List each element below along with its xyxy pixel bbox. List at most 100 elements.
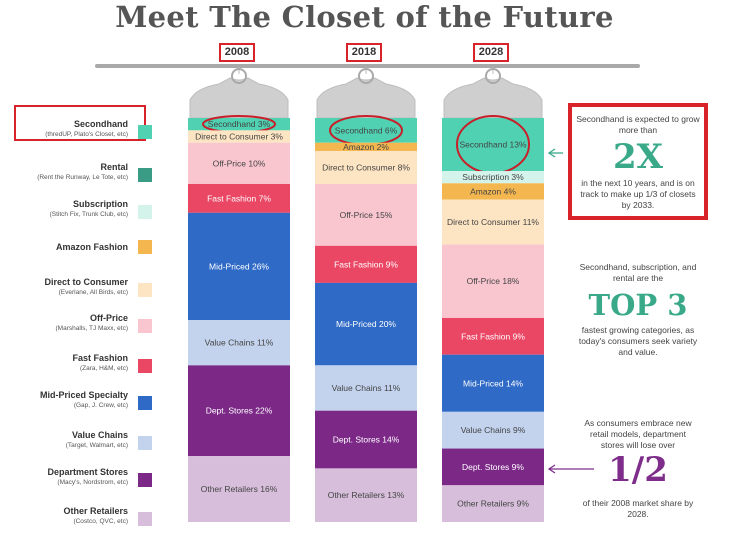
hanger-icon <box>316 67 416 119</box>
segment-label: Amazon 2% <box>343 142 389 152</box>
segment-label: Secondhand 3% <box>208 119 271 129</box>
segment-label: Direct to Consumer 8% <box>322 162 410 172</box>
legend-swatch <box>138 359 152 373</box>
bar-segment-dept <box>188 365 290 457</box>
legend-sub: (Everlane, All Birds, etc) <box>58 289 128 296</box>
legend-item-d2c: Direct to Consumer (Everlane, All Birds,… <box>14 277 159 307</box>
legend-label: Secondhand <box>73 119 128 129</box>
year-label-2028: 2028 <box>473 43 509 62</box>
segment-label: Off-Price 15% <box>340 210 393 220</box>
legend-highlight <box>14 105 146 141</box>
legend-sub: (Zara, H&M, etc) <box>79 365 128 372</box>
legend-label: Off-Price <box>89 313 128 323</box>
legend-item-rental: Rental (Rent the Runway, Le Tote, etc) <box>14 162 159 192</box>
legend-label: Rental <box>100 162 128 172</box>
legend-swatch <box>138 396 152 410</box>
legend-swatch <box>138 168 152 182</box>
hanger-hook-icon <box>485 68 501 84</box>
legend-label: Subscription <box>72 199 128 209</box>
legend-label: Direct to Consumer <box>44 277 128 287</box>
hanger-hook-icon <box>358 68 374 84</box>
legend-label: Mid-Priced Specialty <box>39 390 128 400</box>
legend-sub: (Gap, J. Crew, etc) <box>73 402 128 409</box>
legend-sub: (Marshalls, TJ Maxx, etc) <box>55 325 128 332</box>
legend-swatch <box>138 473 152 487</box>
year-label-2008: 2008 <box>219 43 255 62</box>
legend-item-secondhand: Secondhand (thredUP, Plato's Closet, etc… <box>14 119 159 149</box>
segment-label: Other Retailers 16% <box>201 484 278 494</box>
bar-segment-value <box>188 320 290 366</box>
bar-segment-offprice <box>315 183 417 246</box>
legend-item-subscription: Subscription (Stitch Fix, Trunk Club, et… <box>14 199 159 229</box>
bar-segment-secondhand <box>442 118 544 172</box>
legend-item-dept-stores: Department Stores (Macy's, Nordstrom, et… <box>14 467 159 497</box>
legend-sub: (Target, Walmart, etc) <box>65 442 128 449</box>
legend-label: Amazon Fashion <box>55 242 128 252</box>
segment-label: Other Retailers 13% <box>328 490 405 500</box>
legend-label: Fast Fashion <box>72 353 128 363</box>
callout-top3-post: fastest growing categories, as today's c… <box>578 325 698 357</box>
callout-secondhand-post: in the next 10 years, and is on track to… <box>580 178 696 210</box>
legend-swatch <box>138 283 152 297</box>
legend-sub: (Costco, QVC, etc) <box>73 518 128 525</box>
legend-swatch <box>138 319 152 333</box>
callout-top3-big: TOP 3 <box>588 288 688 322</box>
arrowhead-icon <box>547 464 556 474</box>
segment-label: Off-Price 18% <box>467 276 520 286</box>
segment-label: Value Chains 11% <box>205 338 274 348</box>
callout-secondhand-big: 2X <box>612 137 664 177</box>
bar-segment-dept <box>315 410 417 469</box>
bar-segment-fast <box>442 317 544 355</box>
segment-label: Secondhand 6% <box>335 125 398 135</box>
bar-segment-fast <box>315 245 417 283</box>
hanger-icon <box>443 67 543 119</box>
bar-segment-secondhand <box>315 118 417 143</box>
page-title: Meet The Closet of the Future <box>115 0 614 34</box>
hanger-icon <box>189 67 289 119</box>
legend-sub: (Rent the Runway, Le Tote, etc) <box>37 174 128 181</box>
legend-swatch <box>138 512 152 526</box>
segment-label: Amazon 4% <box>470 186 516 196</box>
legend-swatch <box>138 240 152 254</box>
segment-label: Value Chains 11% <box>332 383 401 393</box>
arrowhead-icon <box>547 148 556 158</box>
callout-dept-big: 1/2 <box>608 450 668 490</box>
callout-dept-pre: As consumers embrace new retail models, … <box>584 418 692 450</box>
legend-sub: (thredUP, Plato's Closet, etc) <box>45 131 128 138</box>
bar-segment-amazon <box>442 183 544 200</box>
segment-label: Mid-Priced 20% <box>336 319 396 329</box>
bar-segment-value <box>315 365 417 411</box>
segment-label: Fast Fashion 7% <box>207 193 271 203</box>
segment-label: Off-Price 10% <box>213 158 266 168</box>
segment-label: Dept. Stores 14% <box>333 435 400 445</box>
bar-segment-subscription <box>442 171 544 184</box>
bar-segment-d2c <box>315 150 417 184</box>
bar-segment-value <box>442 411 544 449</box>
segment-label: Value Chains 9% <box>461 425 526 435</box>
segment-label: Direct to Consumer 11% <box>447 217 539 227</box>
bar-segment-midpriced <box>188 212 290 320</box>
year-label-2018: 2018 <box>346 43 382 62</box>
segment-label: Fast Fashion 9% <box>334 259 398 269</box>
legend-item-midpriced: Mid-Priced Specialty (Gap, J. Crew, etc) <box>14 390 159 420</box>
legend-swatch <box>138 205 152 219</box>
legend-swatch <box>138 436 152 450</box>
segment-label: Subscription 3% <box>462 172 524 182</box>
segment-label: Direct to Consumer 3% <box>195 132 283 142</box>
secondhand-callout-box <box>568 103 708 220</box>
bar-segment-other <box>315 468 417 522</box>
bar-segment-dept <box>442 448 544 486</box>
bar-segment-midpriced <box>315 282 417 366</box>
bar-segment-offprice <box>188 142 290 184</box>
bar-segment-fast <box>188 183 290 213</box>
segment-label: Other Retailers 9% <box>457 499 529 509</box>
legend-label: Department Stores <box>47 467 128 477</box>
legend-item-offprice: Off-Price (Marshalls, TJ Maxx, etc) <box>14 313 159 343</box>
legend-item-amazon: Amazon Fashion <box>14 240 159 270</box>
callout-secondhand-pre: Secondhand is expected to grow more than <box>576 114 700 135</box>
bar-segment-offprice <box>442 244 544 318</box>
segment-label: Mid-Priced 14% <box>463 378 523 388</box>
legend-swatch <box>138 125 152 139</box>
segment-label: Dept. Stores 22% <box>206 406 273 416</box>
